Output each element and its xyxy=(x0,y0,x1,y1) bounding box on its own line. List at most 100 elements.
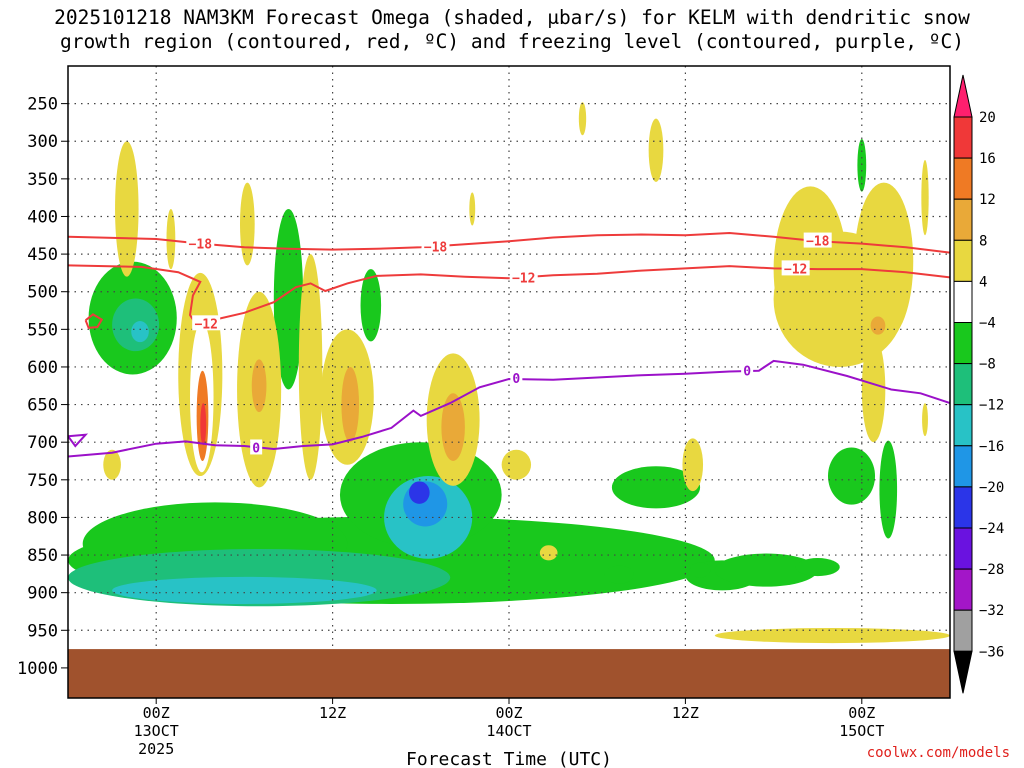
colorbar: 20 16 12 8 4 −4 −8 −12 −16 −20 −24 −28 −32 −36 xyxy=(953,74,1004,694)
omega-region-37 xyxy=(578,102,587,136)
y-tick-label-650: 650 xyxy=(27,396,58,416)
colorbar-bin-8 xyxy=(953,404,973,447)
contour-line-1 xyxy=(68,264,950,323)
omega-region-35 xyxy=(441,393,465,461)
contour-label-bg-2-1 xyxy=(510,370,523,386)
omega-region-47 xyxy=(714,628,950,644)
contour-line-2 xyxy=(68,359,950,458)
grid-layer xyxy=(68,66,950,650)
y-tick-label-1000: 1000 xyxy=(17,659,58,679)
contour-label-0-0: −18 xyxy=(189,238,213,253)
colorbar-label-5: −4 xyxy=(979,316,996,332)
omega-region-4 xyxy=(112,576,377,604)
credit-link[interactable]: coolwx.com/models xyxy=(866,745,1010,761)
colorbar-bin-2 xyxy=(953,157,973,200)
omega-region-21 xyxy=(689,562,711,578)
omega-region-39 xyxy=(469,192,476,226)
omega-region-18 xyxy=(714,553,818,587)
colorbar-label-12: −32 xyxy=(979,603,1004,619)
x-axis-label: Forecast Time (UTC) xyxy=(406,749,612,768)
colorbar-label-9: −20 xyxy=(979,480,1004,496)
omega-region-38 xyxy=(648,118,664,182)
y-tick-label-850: 850 xyxy=(27,546,58,566)
contour-label-2-2: 0 xyxy=(743,365,751,380)
omega-region-45 xyxy=(921,160,929,236)
y-tick-label-400: 400 xyxy=(27,207,58,227)
colorbar-label-6: −8 xyxy=(979,357,996,373)
ground-surface xyxy=(68,649,950,698)
title-line-2: growth region (contoured, red, ºC) and f… xyxy=(60,30,964,53)
contour-label-bg-0-2 xyxy=(803,232,832,248)
contour-label-1-1: −12 xyxy=(512,271,535,286)
omega-region-15 xyxy=(879,440,898,539)
contour-label-bg-1-2 xyxy=(781,260,810,276)
omega-region-7 xyxy=(409,481,430,504)
omega-region-29 xyxy=(251,359,267,413)
chart-title: 2025101218 NAM3KM Forecast Omega (shaded… xyxy=(0,6,1024,54)
x-tick-date-4: 15OCT xyxy=(839,722,884,740)
contour-label-bg-2-0 xyxy=(250,439,263,455)
omega-region-49 xyxy=(103,449,121,480)
contour-layer: −18 −18 −18 −12 −12 −12 0 0 0 xyxy=(68,231,950,458)
omega-region-22 xyxy=(115,141,139,277)
colorbar-label-10: −24 xyxy=(979,521,1004,537)
omega-region-44 xyxy=(861,336,886,443)
colorbar-bin-7 xyxy=(953,363,973,406)
y-axis: 250 300 350 400 450 500 550 600 650 700 750 800 850 9… xyxy=(17,95,68,679)
x-tick-date-0: 13OCT xyxy=(134,722,179,740)
omega-region-30 xyxy=(239,182,255,266)
colorbar-bin-5 xyxy=(953,280,973,323)
y-tick-label-800: 800 xyxy=(27,508,58,528)
y-tick-label-550: 550 xyxy=(27,320,58,340)
omega-region-14 xyxy=(827,447,876,505)
colorbar-bin-9 xyxy=(953,445,973,488)
x-tick-label-2: 00Z xyxy=(495,704,522,722)
colorbar-bin-11 xyxy=(953,527,973,570)
x-tick-label-3: 12Z xyxy=(672,704,699,722)
colorbar-label-7: −12 xyxy=(979,398,1004,414)
y-tick-label-350: 350 xyxy=(27,170,58,190)
y-tick-label-250: 250 xyxy=(27,95,58,115)
omega-region-13 xyxy=(611,466,701,509)
x-tick-date-2: 14OCT xyxy=(486,722,531,740)
contour-label-2-0: 0 xyxy=(252,441,260,456)
colorbar-bin-4 xyxy=(953,239,973,282)
y-tick-label-600: 600 xyxy=(27,358,58,378)
colorbar-label-2: 12 xyxy=(979,192,996,208)
colorbar-bin-13 xyxy=(953,609,973,652)
contour-label-1-2: −12 xyxy=(784,262,807,277)
omega-region-50 xyxy=(539,545,558,561)
omega-region-23 xyxy=(166,208,176,270)
contour-label-bg-1-1 xyxy=(509,269,538,285)
y-tick-label-750: 750 xyxy=(27,471,58,491)
colorbar-label-4: 4 xyxy=(979,274,987,290)
contour-label-bg-2-2 xyxy=(741,362,754,378)
y-tick-label-900: 900 xyxy=(27,584,58,604)
contour-line-4 xyxy=(68,433,89,448)
omega-region-27 xyxy=(200,403,207,446)
colorbar-label-1: 16 xyxy=(979,151,996,167)
omega-region-31 xyxy=(298,254,323,480)
omega-region-46 xyxy=(922,403,928,437)
colorbar-label-0: 20 xyxy=(979,110,996,126)
omega-region-33 xyxy=(341,366,360,443)
omega-region-16 xyxy=(857,138,867,192)
colorbar-bin-14 xyxy=(953,650,973,694)
contour-label-bg-0-0 xyxy=(186,235,215,251)
omega-region-42 xyxy=(773,231,906,367)
omega-region-43 xyxy=(870,316,886,335)
contour-label-2-1: 0 xyxy=(512,372,520,387)
colorbar-label-11: −28 xyxy=(979,562,1004,578)
omega-region-20 xyxy=(604,565,634,584)
y-tick-label-300: 300 xyxy=(27,132,58,152)
colorbar-bin-10 xyxy=(953,486,973,529)
colorbar-bin-12 xyxy=(953,568,973,611)
contour-label-0-1: −18 xyxy=(424,241,448,256)
colorbar-bin-3 xyxy=(953,198,973,241)
contour-label-bg-0-1 xyxy=(421,238,450,254)
y-tick-label-450: 450 xyxy=(27,245,58,265)
contour-label-1-0: −12 xyxy=(194,317,217,332)
omega-region-36 xyxy=(501,449,532,480)
y-tick-label-950: 950 xyxy=(27,621,58,641)
